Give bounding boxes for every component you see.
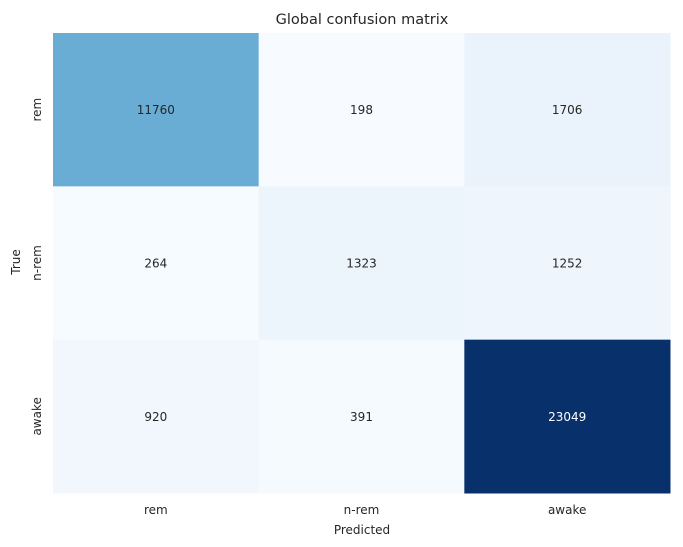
cell-value-label: 11760 — [137, 103, 175, 117]
heatmap-cell — [464, 339, 671, 494]
heatmap-cell — [464, 186, 671, 341]
y-tick-label: rem — [30, 98, 44, 122]
y-tick-label: awake — [30, 397, 44, 435]
chart-title: Global confusion matrix — [276, 12, 449, 28]
cell-value-label: 1252 — [552, 257, 583, 271]
y-tick-label: n-rem — [30, 245, 44, 281]
heatmap-cell — [53, 339, 260, 494]
heatmap-cell — [464, 33, 671, 187]
x-tick-label: rem — [144, 503, 168, 517]
x-axis-label: Predicted — [334, 523, 390, 537]
cell-value-label: 1706 — [552, 103, 583, 117]
x-tick-label: awake — [548, 503, 586, 517]
cell-value-label: 264 — [144, 257, 167, 271]
heatmap-cell — [258, 339, 465, 494]
cell-value-label: 1323 — [346, 257, 377, 271]
cell-value-label: 391 — [350, 410, 373, 424]
cell-value-label: 920 — [144, 410, 167, 424]
x-tick-labels: rem n-rem awake — [144, 503, 586, 517]
heatmap-cell — [53, 33, 260, 187]
cell-value-label: 23049 — [548, 410, 586, 424]
y-tick-labels: rem n-rem awake — [30, 98, 44, 436]
y-axis-label: True — [9, 249, 23, 276]
heatmap-cell — [258, 186, 465, 341]
heatmap-cell — [258, 33, 465, 187]
heatmap-cell — [53, 186, 260, 341]
x-tick-label: n-rem — [344, 503, 380, 517]
heatmap-cells: 11760 198 1706 264 1323 1252 920 391 23049 — [53, 33, 671, 494]
cell-value-label: 198 — [350, 103, 373, 117]
